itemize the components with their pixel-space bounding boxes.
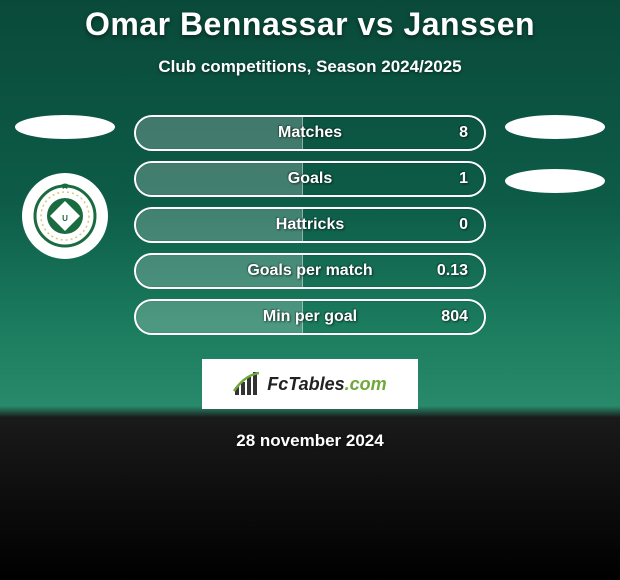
stat-value: 8: [459, 124, 468, 142]
brand-prefix: Fc: [267, 374, 288, 394]
page-title: Omar Bennassar vs Janssen: [85, 6, 535, 43]
brand-badge[interactable]: FcTables.com: [202, 359, 418, 409]
stat-value: 1: [459, 170, 468, 188]
brand-rest: Tables: [288, 374, 344, 394]
stat-label: Min per goal: [263, 308, 357, 326]
stat-label: Goals per match: [247, 262, 372, 280]
chart-icon: [233, 371, 261, 397]
stat-value: 0.13: [437, 262, 468, 280]
stat-label: Hattricks: [276, 216, 344, 234]
crest-icon: U: [30, 181, 100, 251]
stat-label: Goals: [288, 170, 332, 188]
subtitle: Club competitions, Season 2024/2025: [158, 57, 461, 77]
comparison-card: Omar Bennassar vs Janssen Club competiti…: [0, 0, 620, 451]
team-crest-left: U: [22, 173, 108, 259]
stats-column: Matches 8 Goals 1 Hattricks 0 Goals per match 0…: [120, 115, 500, 335]
left-player-col: U: [10, 115, 120, 259]
player-placeholder-left: [15, 115, 115, 139]
stat-bar: Hattricks 0: [134, 207, 486, 243]
brand-suffix: .com: [345, 374, 387, 394]
svg-text:U: U: [62, 214, 68, 223]
stat-value: 0: [459, 216, 468, 234]
player-placeholder-right-2: [505, 169, 605, 193]
date-label: 28 november 2024: [236, 431, 383, 451]
stat-value: 804: [441, 308, 468, 326]
stat-bar: Goals 1: [134, 161, 486, 197]
right-player-col: [500, 115, 610, 193]
body-row: U Matches 8 Goals 1 Hattricks 0 Goals per matc…: [0, 115, 620, 335]
player-placeholder-right-1: [505, 115, 605, 139]
stat-bar: Matches 8: [134, 115, 486, 151]
stat-bar: Goals per match 0.13: [134, 253, 486, 289]
brand-text: FcTables.com: [267, 374, 386, 395]
stat-bar: Min per goal 804: [134, 299, 486, 335]
stat-label: Matches: [278, 124, 342, 142]
stat-fill: [136, 163, 303, 195]
